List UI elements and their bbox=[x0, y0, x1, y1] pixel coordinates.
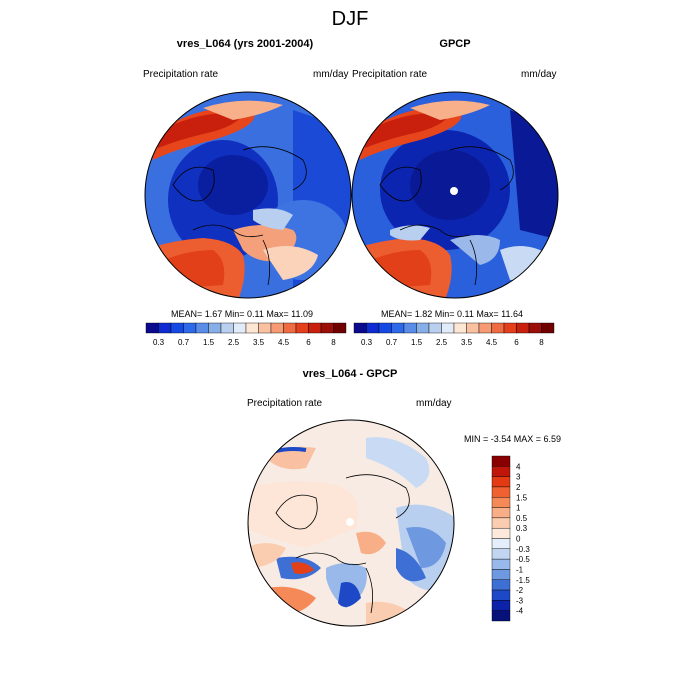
panel-3-title: vres_L064 - GPCP bbox=[302, 368, 398, 380]
panel-2-colorbar-swatch bbox=[403, 322, 417, 334]
panel-1-variable-label: Precipitation rate bbox=[143, 69, 219, 80]
panel-2-title: GPCP bbox=[439, 38, 471, 50]
panel-3-colorbar-label: 0.3 bbox=[516, 524, 528, 533]
panel-3-units-label: mm/day bbox=[416, 398, 452, 409]
panel-2-variable-label: Precipitation rate bbox=[352, 69, 428, 80]
panel-2-units-label: mm/day bbox=[521, 69, 557, 80]
panel-1-colorbar-swatch bbox=[333, 322, 347, 334]
panel-3-colorbar-swatch bbox=[491, 507, 511, 519]
panel-1-colorbar-label: 4.5 bbox=[278, 338, 290, 347]
panel-2-colorbar-swatch bbox=[453, 322, 467, 334]
panel-1-colorbar-swatch bbox=[283, 322, 297, 334]
panel-1-colorbar-swatch bbox=[233, 322, 247, 334]
panel-3-colorbar-swatch bbox=[491, 497, 511, 508]
panel-3-colorbar-label: 1.5 bbox=[516, 493, 528, 502]
panel-3-colorbar-swatch bbox=[491, 589, 511, 601]
panel-1-colorbar-swatch bbox=[145, 322, 159, 334]
panel-3-colorbar-label: -0.3 bbox=[516, 545, 530, 554]
panel-2-colorbar-swatch bbox=[516, 322, 530, 334]
panel-1-colorbar-swatch bbox=[258, 322, 272, 334]
panel-3-colorbar-label: 1 bbox=[516, 504, 521, 513]
panel-1-colorbar-label: 3.5 bbox=[253, 338, 265, 347]
panel-3-colorbar-swatch bbox=[491, 466, 511, 477]
panel-3-colorbar-label: -3 bbox=[516, 596, 524, 605]
panel-2-colorbar: 0.3 0.7 1.5 2.5 3.5 4.5 6 8 bbox=[353, 322, 555, 347]
panel-2-colorbar-label: 0.7 bbox=[386, 338, 398, 347]
panel-2-colorbar-label: 0.3 bbox=[361, 338, 373, 347]
panel-1-colorbar-swatch bbox=[308, 322, 322, 334]
panel-1-colorbar-label: 1.5 bbox=[203, 338, 215, 347]
panel-2-colorbar-swatch bbox=[353, 322, 367, 334]
panel-1-colorbar-label: 0.3 bbox=[153, 338, 165, 347]
panel-1-colorbar-swatch bbox=[270, 322, 284, 334]
panel-2-colorbar-label: 1.5 bbox=[411, 338, 423, 347]
panel-3-colorbar-swatch bbox=[491, 548, 511, 560]
panel-1-colorbar-swatch bbox=[170, 322, 184, 334]
panel-3-colorbar-label: -4 bbox=[516, 607, 524, 616]
panel-3-colorbar-label: -0.5 bbox=[516, 555, 530, 564]
panel-1-colorbar-swatch bbox=[220, 322, 234, 334]
panel-1-polar-map bbox=[144, 91, 352, 299]
panel-1-colorbar-label: 2.5 bbox=[228, 338, 240, 347]
panel-2-colorbar-swatch bbox=[491, 322, 505, 334]
panel-1-colorbar-label: 8 bbox=[331, 338, 336, 347]
panel-3-colorbar-label: 0.5 bbox=[516, 514, 528, 523]
panel-3-colorbar-swatch bbox=[491, 600, 511, 611]
panel-3-stats: MIN = -3.54 MAX = 6.59 bbox=[464, 434, 562, 444]
panel-1-colorbar-swatch bbox=[245, 322, 259, 334]
panel-3-colorbar-label: 2 bbox=[516, 483, 521, 492]
panel-2-colorbar-swatch bbox=[378, 322, 392, 334]
panel-2-colorbar-swatch bbox=[541, 322, 555, 334]
panel-3-colorbar-swatch bbox=[491, 558, 511, 570]
panel-2-colorbar-swatch bbox=[503, 322, 517, 334]
panel-1-colorbar-swatch bbox=[183, 322, 197, 334]
panel-2-stats: MEAN= 1.82 Min= 0.11 Max= 11.64 bbox=[381, 309, 523, 319]
panel-3-colorbar-swatch bbox=[491, 486, 511, 498]
panel-2-polar-map bbox=[351, 91, 559, 299]
panel-2-colorbar-swatch bbox=[416, 322, 430, 334]
panel-3-variable-label: Precipitation rate bbox=[247, 398, 323, 409]
panel-2-colorbar-label: 8 bbox=[539, 338, 544, 347]
panel-2-colorbar-swatch bbox=[428, 322, 442, 334]
panel-2-colorbar-swatch bbox=[441, 322, 455, 334]
panel-2-colorbar-label: 3.5 bbox=[461, 338, 473, 347]
panel-3-polar-map bbox=[247, 419, 455, 627]
panel-2-colorbar-label: 6 bbox=[514, 338, 519, 347]
panel-1-stats: MEAN= 1.67 Min= 0.11 Max= 11.09 bbox=[171, 309, 313, 319]
panel-1-colorbar-label: 6 bbox=[306, 338, 311, 347]
panel-3-colorbar-swatch bbox=[491, 579, 511, 591]
panel-3-colorbar-swatch bbox=[491, 476, 511, 488]
panel-2-colorbar-label: 2.5 bbox=[436, 338, 448, 347]
panel-3-colorbar-swatch bbox=[491, 517, 511, 529]
panel-2-colorbar-swatch bbox=[366, 322, 380, 334]
panel-1-units-label: mm/day bbox=[313, 69, 349, 80]
panel-1-colorbar-swatch bbox=[208, 322, 222, 334]
figure-title: DJF bbox=[331, 8, 369, 30]
panel-3-colorbar-label: -1 bbox=[516, 565, 524, 574]
panel-3-colorbar-label: 4 bbox=[516, 462, 521, 471]
panel-3-colorbar-label: -2 bbox=[516, 586, 524, 595]
panel-3-colorbar-swatch bbox=[491, 538, 511, 550]
panel-1-colorbar-label: 0.7 bbox=[178, 338, 190, 347]
panel-2-colorbar-swatch bbox=[466, 322, 480, 334]
panel-2-colorbar-swatch bbox=[391, 322, 405, 334]
panel-1-colorbar-swatch bbox=[158, 322, 172, 334]
panel-2-colorbar-swatch bbox=[478, 322, 492, 334]
panel-3-colorbar-label: 3 bbox=[516, 473, 521, 482]
panel-1-colorbar-swatch bbox=[195, 322, 209, 334]
panel-2-colorbar-swatch bbox=[528, 322, 542, 334]
panel-3-colorbar-label: -1.5 bbox=[516, 576, 530, 585]
panel-1-title: vres_L064 (yrs 2001-2004) bbox=[176, 38, 314, 50]
panel-3-colorbar-swatch bbox=[491, 527, 511, 539]
panel-3-colorbar-swatch bbox=[491, 569, 511, 580]
panel-1-colorbar-swatch bbox=[320, 322, 334, 334]
panel-3-colorbar-swatch bbox=[491, 455, 511, 467]
panel-3-colorbar-swatch bbox=[491, 610, 511, 622]
panel-2-colorbar-label: 4.5 bbox=[486, 338, 498, 347]
panel-1-colorbar: 0.3 0.7 1.5 2.5 3.5 4.5 6 8 bbox=[145, 322, 347, 347]
panel-3-colorbar: 4 321.5 10.50.3 0-0.3-0.5-1 -1.5-2-3 -4 bbox=[491, 455, 530, 622]
panel-3-colorbar-label: 0 bbox=[516, 535, 521, 544]
panel-1-colorbar-swatch bbox=[295, 322, 309, 334]
